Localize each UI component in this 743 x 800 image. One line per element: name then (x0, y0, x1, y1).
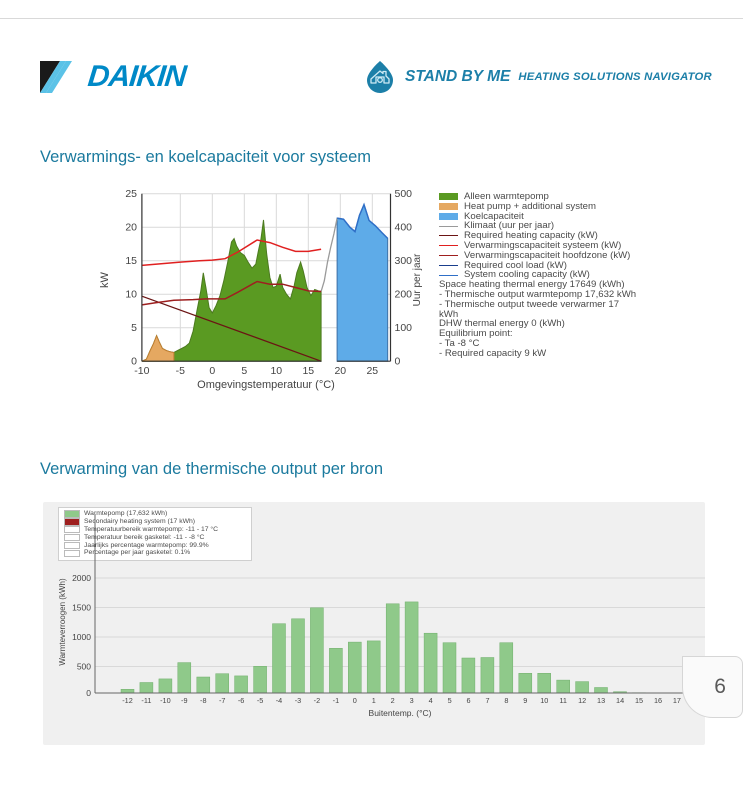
svg-text:-4: -4 (276, 696, 283, 705)
svg-text:-5: -5 (176, 365, 185, 377)
svg-text:0: 0 (86, 688, 91, 698)
svg-text:16: 16 (654, 696, 662, 705)
svg-text:20: 20 (125, 222, 137, 234)
svg-text:10: 10 (125, 289, 137, 301)
svg-text:1500: 1500 (72, 603, 91, 613)
svg-text:7: 7 (485, 696, 489, 705)
svg-text:-10: -10 (160, 696, 171, 705)
svg-text:0: 0 (209, 365, 215, 377)
svg-text:15: 15 (302, 365, 314, 377)
svg-text:0: 0 (353, 696, 357, 705)
svg-text:300: 300 (395, 255, 413, 267)
svg-text:-8: -8 (200, 696, 207, 705)
svg-text:400: 400 (395, 222, 413, 234)
svg-text:-7: -7 (219, 696, 226, 705)
svg-text:5: 5 (241, 365, 247, 377)
svg-text:-9: -9 (181, 696, 188, 705)
svg-text:Warmteverroogen (kWh): Warmteverroogen (kWh) (58, 578, 67, 666)
svg-text:100: 100 (395, 322, 413, 334)
svg-text:2: 2 (391, 696, 395, 705)
svg-text:4: 4 (429, 696, 433, 705)
svg-text:-5: -5 (257, 696, 264, 705)
svg-text:25: 25 (125, 188, 137, 200)
svg-text:500: 500 (395, 188, 413, 200)
svg-text:15: 15 (125, 255, 137, 267)
svg-text:-3: -3 (295, 696, 302, 705)
svg-text:20: 20 (334, 365, 346, 377)
svg-text:3: 3 (410, 696, 414, 705)
svg-text:-1: -1 (333, 696, 340, 705)
svg-text:kW: kW (99, 271, 111, 288)
svg-text:Uur per jaar: Uur per jaar (412, 253, 423, 306)
svg-text:Buitentemp. (°C): Buitentemp. (°C) (369, 708, 432, 718)
svg-text:6: 6 (466, 696, 470, 705)
svg-text:10: 10 (270, 365, 282, 377)
svg-text:-6: -6 (238, 696, 245, 705)
svg-text:0: 0 (395, 356, 401, 368)
svg-text:500: 500 (77, 662, 91, 672)
svg-text:1: 1 (372, 696, 376, 705)
svg-text:Omgevingstemperatuur (°C): Omgevingstemperatuur (°C) (197, 379, 335, 391)
svg-text:11: 11 (559, 696, 567, 705)
svg-text:5: 5 (131, 322, 137, 334)
svg-text:9: 9 (523, 696, 527, 705)
svg-text:-11: -11 (141, 696, 151, 705)
svg-text:1000: 1000 (72, 632, 91, 642)
svg-text:17: 17 (673, 696, 681, 705)
svg-text:-12: -12 (122, 696, 133, 705)
svg-text:25: 25 (366, 365, 378, 377)
svg-text:14: 14 (616, 696, 624, 705)
svg-text:2000: 2000 (72, 573, 91, 583)
svg-text:12: 12 (578, 696, 586, 705)
svg-text:-2: -2 (314, 696, 321, 705)
svg-text:200: 200 (395, 289, 413, 301)
svg-text:15: 15 (635, 696, 643, 705)
svg-text:10: 10 (540, 696, 548, 705)
svg-text:8: 8 (504, 696, 508, 705)
svg-text:13: 13 (597, 696, 605, 705)
svg-text:-10: -10 (134, 365, 149, 377)
svg-text:5: 5 (448, 696, 452, 705)
